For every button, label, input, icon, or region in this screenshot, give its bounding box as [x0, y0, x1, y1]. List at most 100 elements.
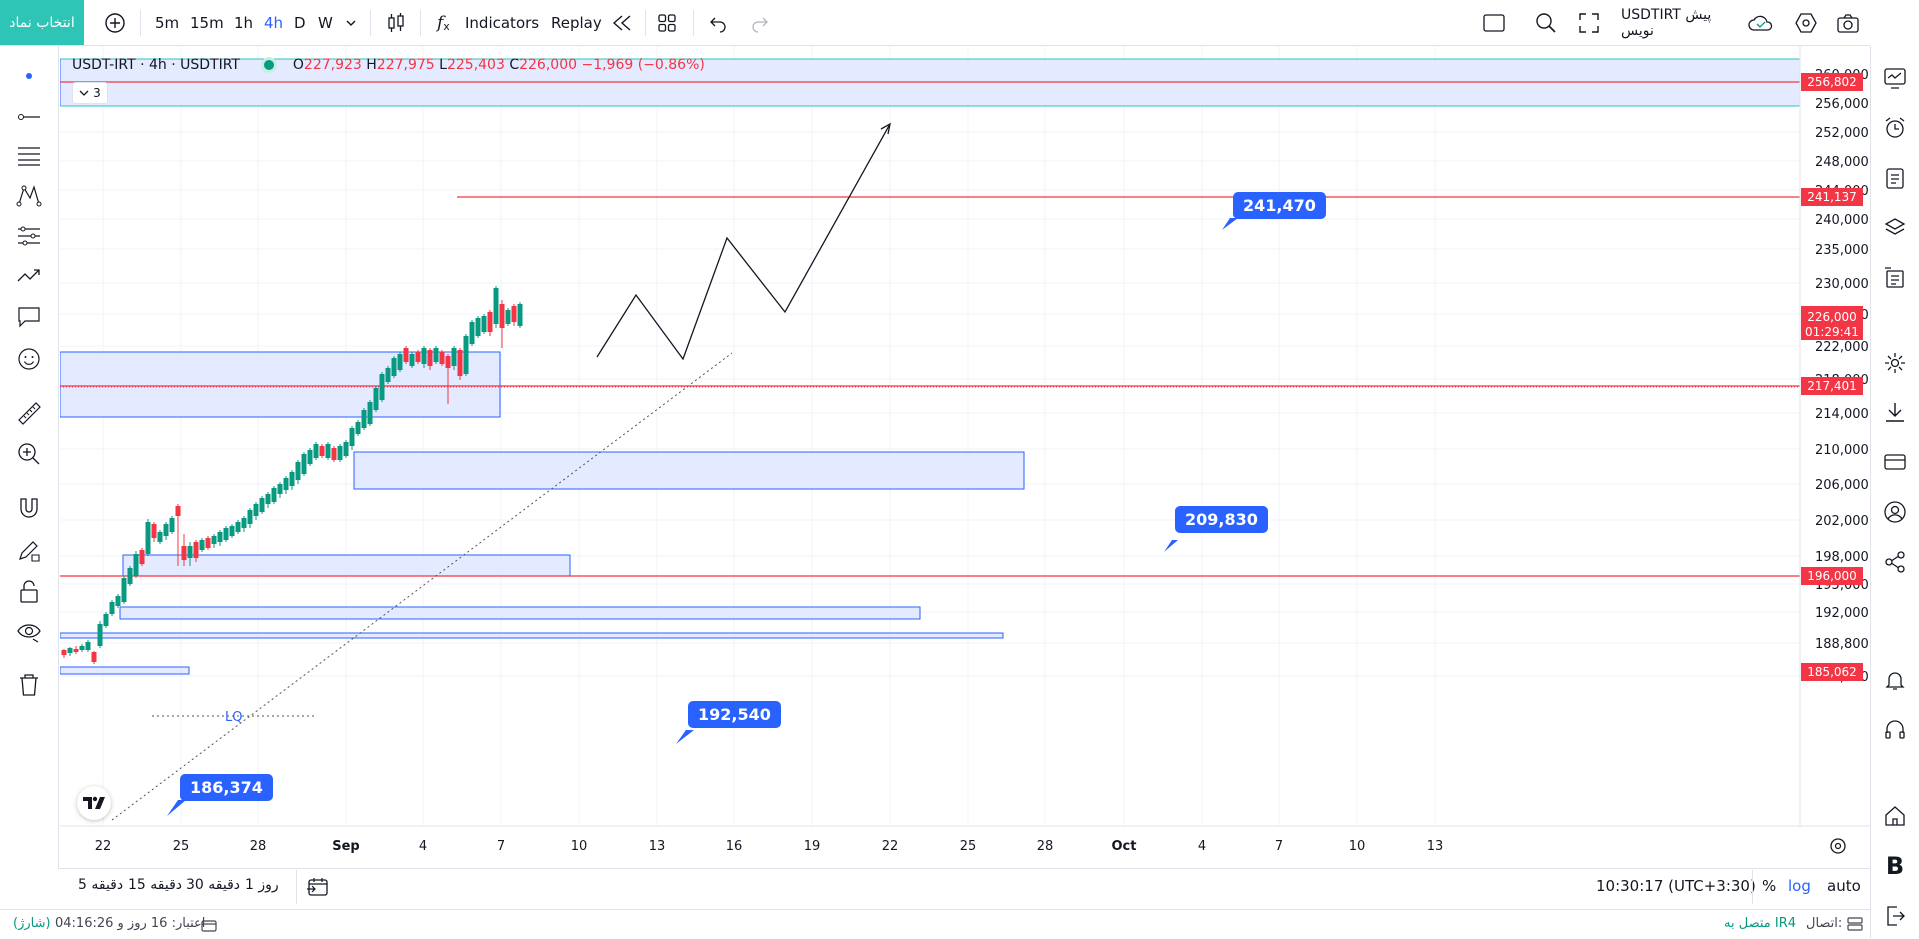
- stay-in-drawing-mode-icon[interactable]: [15, 536, 43, 564]
- support-headset-icon[interactable]: [1881, 716, 1909, 744]
- pattern-tool-icon[interactable]: [15, 182, 43, 210]
- share-icon[interactable]: [1881, 548, 1909, 576]
- emoji-icon[interactable]: [15, 345, 43, 373]
- candle-body-22: [193, 542, 199, 558]
- forecast-arrowhead: [880, 122, 891, 135]
- tv-logo-icon: [83, 796, 105, 809]
- goto-date-icon[interactable]: [306, 876, 330, 902]
- fullscreen-expand-icon[interactable]: [1578, 0, 1600, 45]
- calendar-notes-icon[interactable]: [1881, 164, 1909, 192]
- callout-241470[interactable]: 241,470: [1233, 192, 1326, 219]
- watchlist-icon[interactable]: [1881, 64, 1909, 92]
- time-tick-11: 25: [960, 839, 977, 854]
- callout-186374[interactable]: 186,374: [180, 774, 273, 801]
- candle-body-25: [211, 536, 217, 544]
- layers-icon[interactable]: [1881, 214, 1909, 242]
- candle-body-72: [493, 288, 499, 324]
- price-axis-tags: 256,802 241,137 217,401 196,000 185,062 226,0…: [1801, 73, 1863, 681]
- position-tool-icon[interactable]: [15, 222, 43, 250]
- auto-scale-toggle[interactable]: auto: [1827, 877, 1861, 895]
- range-5m[interactable]: 5 دقیقه: [78, 877, 124, 893]
- fullscreen-rect-icon[interactable]: [1483, 0, 1505, 45]
- download-icon[interactable]: [1881, 398, 1909, 426]
- zone-192k: [119, 606, 921, 620]
- time-tick-2: 28: [250, 839, 267, 854]
- timebar-divider-right: [1752, 870, 1753, 904]
- replay-rewind-icon[interactable]: [610, 0, 634, 45]
- interval-15m[interactable]: 15m: [190, 13, 224, 32]
- chart-grid: [60, 46, 1800, 826]
- fib-retracement-icon[interactable]: [15, 142, 43, 170]
- settings-gear-icon[interactable]: [1881, 349, 1909, 377]
- log-scale-toggle[interactable]: log: [1788, 877, 1811, 895]
- clock-timezone[interactable]: 10:30:17 (UTC+3:30): [1596, 877, 1756, 895]
- symbol-search-button[interactable]: انتخاب نماد: [0, 0, 84, 45]
- settings-hex-icon[interactable]: [1795, 0, 1817, 45]
- candle-body-47: [343, 442, 349, 456]
- candles-chart-type-icon[interactable]: [385, 0, 407, 45]
- symbol-legend: USDT-IRT · 4h · USDTIRT O227,923 H227,97…: [72, 57, 705, 73]
- brand-b-icon[interactable]: B: [1885, 852, 1905, 880]
- alarm-clock-icon[interactable]: [1881, 114, 1909, 142]
- ruler-measure-icon[interactable]: [15, 399, 43, 427]
- chart-layout-title[interactable]: USDTIRT پیش نویس: [1621, 6, 1712, 39]
- interval-4h[interactable]: 4h: [264, 13, 284, 32]
- forecast-tool-icon[interactable]: [15, 262, 43, 290]
- level-tag-3: 196,000: [1807, 569, 1857, 583]
- redo-icon[interactable]: [750, 0, 770, 45]
- charge-link[interactable]: (شارژ): [13, 916, 51, 931]
- trash-icon[interactable]: [15, 671, 43, 699]
- candle-body-10: [121, 578, 127, 602]
- text-callout-icon[interactable]: [15, 303, 43, 331]
- time-tick-5: 7: [497, 839, 505, 854]
- legend-title[interactable]: USDT-IRT · 4h · USDTIRT: [72, 57, 240, 73]
- replay-button[interactable]: Replay: [551, 13, 602, 32]
- home-icon[interactable]: [1881, 802, 1909, 830]
- intervals-chevron-down-icon[interactable]: [345, 0, 357, 45]
- candle-body-30: [241, 518, 247, 528]
- trend-line-icon[interactable]: [15, 103, 43, 131]
- cloud-save-icon[interactable]: [1747, 0, 1775, 45]
- lock-drawings-icon[interactable]: [15, 578, 43, 606]
- hide-drawings-eye-icon[interactable]: [15, 618, 43, 646]
- legend-close: 226,000: [519, 57, 578, 73]
- layouts-grid-icon[interactable]: [657, 0, 677, 45]
- range-15m[interactable]: 15 دقیقه: [128, 877, 183, 893]
- crosshair-dot-icon[interactable]: [15, 62, 43, 90]
- candle-body-56: [397, 354, 403, 370]
- compare-add-icon[interactable]: [102, 0, 128, 45]
- undo-icon[interactable]: [708, 0, 728, 45]
- level-tag-bg-1: [1801, 188, 1863, 206]
- percent-scale-toggle[interactable]: %: [1762, 877, 1777, 895]
- callout-192540[interactable]: 192,540: [688, 701, 781, 728]
- interval-5m[interactable]: 5m: [155, 13, 180, 32]
- callout-209830[interactable]: 209,830: [1175, 506, 1268, 533]
- range-30m[interactable]: 30 دقیقه: [186, 877, 241, 893]
- indicators-collapse-toggle[interactable]: 3: [72, 82, 108, 104]
- time-tick-16: 10: [1349, 839, 1366, 854]
- indicators-button[interactable]: Indicators: [465, 13, 540, 32]
- user-profile-icon[interactable]: [1881, 498, 1909, 526]
- candle-body-40: [301, 454, 307, 474]
- camera-snapshot-icon[interactable]: [1836, 0, 1860, 45]
- legend-open-label: O: [292, 57, 304, 73]
- time-tick-14: 4: [1198, 839, 1206, 854]
- interval-w[interactable]: W: [318, 13, 333, 32]
- quick-search-icon[interactable]: [1535, 0, 1557, 45]
- price-chart[interactable]: LQ 260,000256,000252,000248,000244,00024…: [60, 46, 1870, 868]
- magnet-icon[interactable]: [15, 494, 43, 522]
- zoom-in-icon[interactable]: [15, 440, 43, 468]
- interval-1h[interactable]: 1h: [234, 13, 254, 32]
- candle-body-46: [337, 446, 343, 460]
- exit-door-icon[interactable]: [1881, 902, 1909, 930]
- notifications-bell-icon[interactable]: [1881, 666, 1909, 694]
- interval-d[interactable]: D: [294, 13, 306, 32]
- candle-body-73: [499, 304, 505, 328]
- object-tree-icon[interactable]: [1881, 264, 1909, 292]
- time-tick-3: Sep: [332, 839, 360, 854]
- wallet-card-icon[interactable]: [1881, 448, 1909, 476]
- price-tick-9: 222,000: [1815, 340, 1869, 355]
- tradingview-logo[interactable]: [77, 786, 111, 820]
- range-1d[interactable]: 1 روز: [245, 877, 279, 893]
